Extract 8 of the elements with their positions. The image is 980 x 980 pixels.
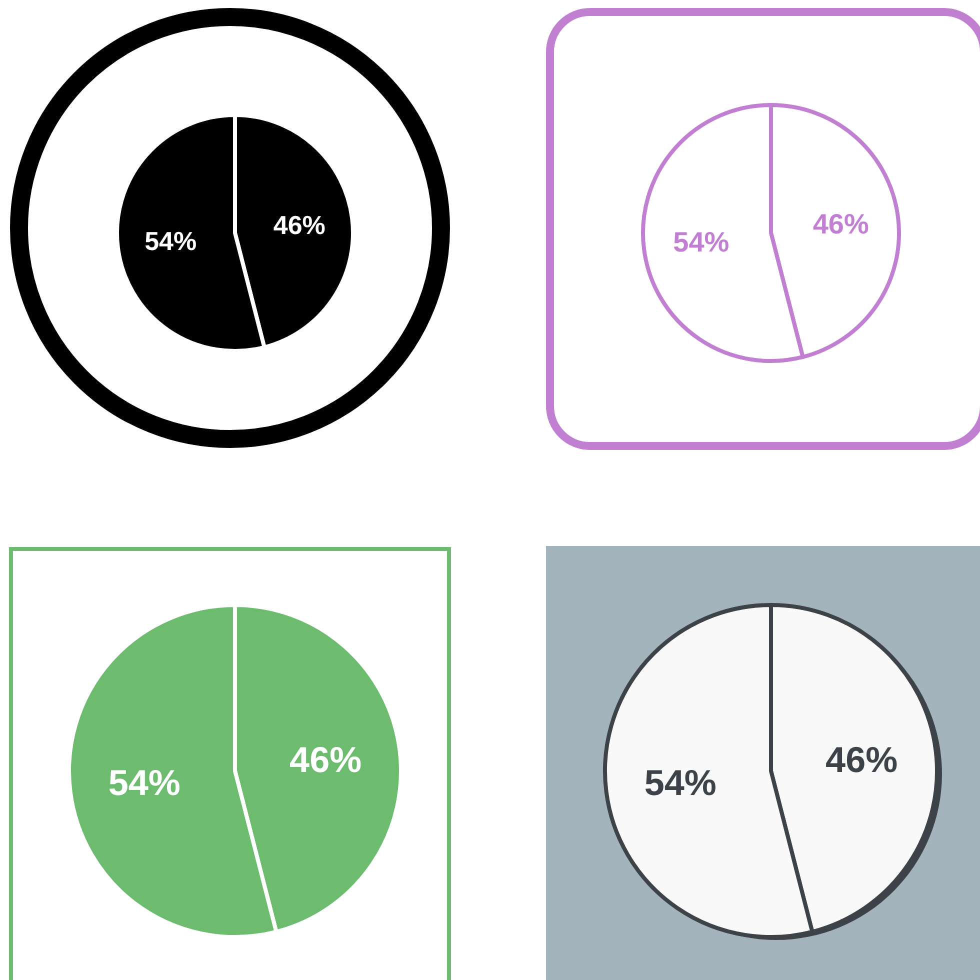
data-label: 46% [826,739,898,780]
data-label: 46% [290,739,362,780]
data-label: 54% [108,762,180,803]
data-label: 54% [644,762,716,803]
data-label: 46% [273,210,326,240]
data-label: 46% [812,208,869,240]
data-label: 54% [673,226,730,258]
data-label: 54% [144,226,197,256]
